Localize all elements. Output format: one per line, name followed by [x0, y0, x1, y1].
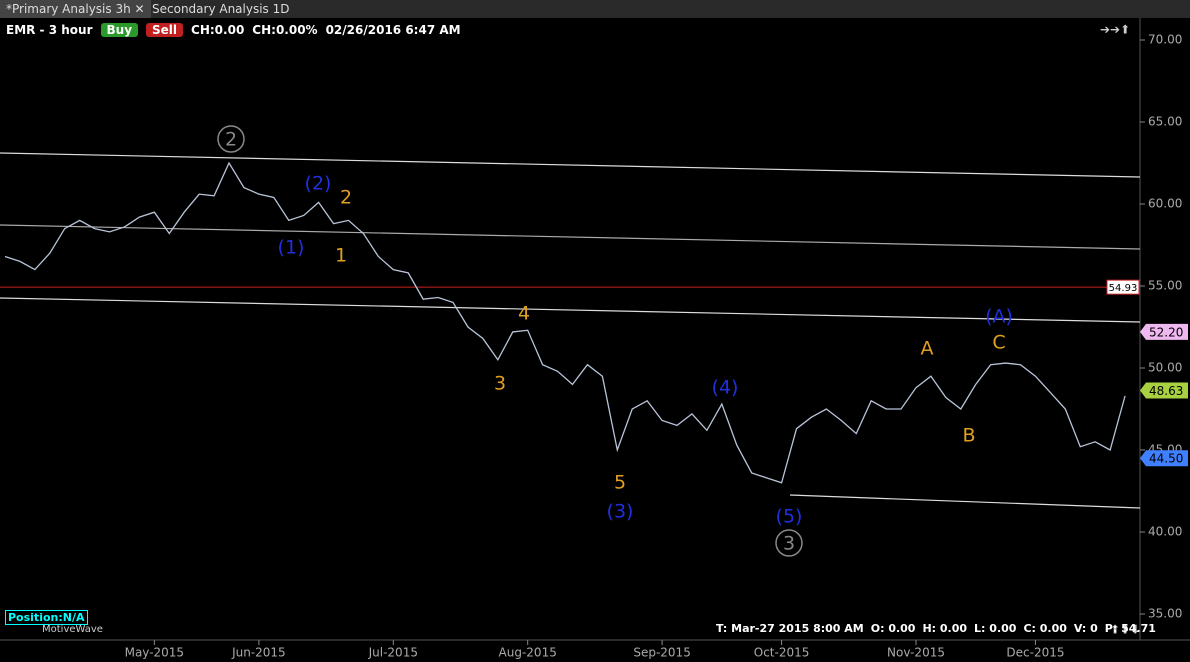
timestamp: 02/26/2016 6:47 AM [325, 23, 461, 37]
wave-label: 2 [225, 129, 237, 151]
wave-label: (4) [712, 377, 739, 399]
trendline [0, 224, 1141, 250]
change-pct: CH:0.00% [252, 23, 318, 37]
x-tick-label: May-2015 [125, 646, 184, 660]
level-tag [1106, 279, 1140, 295]
wave-label: (3) [607, 501, 634, 523]
trendline [789, 494, 1141, 509]
x-tick-label: Sep-2015 [633, 646, 691, 660]
price-tag-label: 48.63 [1149, 384, 1183, 398]
status-field: L: 0.00 [974, 622, 1017, 635]
status-field: T: Mar-27 2015 8:00 AM [716, 622, 864, 635]
status-field: P: 54.71 [1104, 622, 1156, 635]
trendline [0, 297, 1141, 323]
wave-label: 4 [518, 303, 530, 325]
header: EMR - 3 hour Buy Sell CH:0.00 CH:0.00% 0… [6, 23, 461, 37]
nav-arrows[interactable]: ➔➔⬆ [1100, 23, 1130, 37]
status-field: H: 0.00 [922, 622, 968, 635]
x-tick-label: Nov-2015 [887, 646, 945, 660]
wave-label: 3 [783, 533, 795, 555]
level-label: 54.93 [1109, 283, 1138, 294]
status-field: C: 0.00 [1023, 622, 1067, 635]
sell-button[interactable]: Sell [146, 23, 184, 37]
wave-label: 3 [494, 373, 506, 395]
x-tick-label: Jul-2015 [368, 646, 418, 660]
buy-button[interactable]: Buy [100, 23, 139, 37]
status-field: V: 0 [1073, 622, 1098, 635]
x-tick-label: Oct-2015 [754, 646, 810, 660]
chart: ➔➔⬆ ⬆⬆⬇ 35.0040.0045.0050.0055.0060.0065… [0, 18, 1190, 660]
wave-circle [775, 529, 803, 557]
price-tag-label: 44.50 [1149, 452, 1183, 466]
tab[interactable]: *Primary Analysis 3h ✕ [0, 0, 151, 18]
price-tag-label: 52.20 [1149, 325, 1183, 339]
price-line [4, 161, 1126, 484]
y-tick-label: 55.00 [1148, 279, 1182, 293]
brand: MotiveWave [42, 624, 103, 635]
wave-label: (5) [776, 506, 803, 528]
y-tick-label: 70.00 [1148, 33, 1182, 47]
change: CH:0.00 [191, 23, 245, 37]
wave-label: (A) [985, 306, 1013, 328]
status-field: O: 0.00 [870, 622, 916, 635]
y-tick-label: 35.00 [1148, 607, 1182, 621]
status-bar: T: Mar-27 2015 8:00 AM O: 0.00 H: 0.00 L: 0… [716, 622, 1156, 635]
wave-label: B [962, 425, 975, 447]
x-tick-label: Jun-2015 [231, 646, 286, 660]
tab-title: *Primary Analysis 3h [6, 2, 131, 16]
price-tag [1140, 323, 1188, 340]
y-tick-label: 50.00 [1148, 361, 1182, 375]
wave-label: 5 [614, 472, 626, 494]
price-tag [1140, 382, 1188, 399]
symbol: EMR - 3 hour [6, 23, 93, 37]
trendlines [0, 152, 1141, 509]
wave-label: (2) [305, 173, 332, 195]
tab-bar [0, 0, 1190, 18]
position: Position:N/A [5, 610, 88, 625]
wave-label: C [992, 332, 1005, 354]
wave-label: 2 [340, 187, 352, 209]
y-tick-label: 40.00 [1148, 525, 1182, 539]
tab[interactable]: Secondary Analysis 1D [152, 2, 290, 16]
wave-circle [217, 125, 245, 153]
trendline [0, 152, 1141, 178]
wave-label: (1) [278, 237, 305, 259]
y-tick-label: 65.00 [1148, 115, 1182, 129]
nav-arrows[interactable]: ⬆⬆⬇ [1110, 623, 1140, 637]
wave-label: A [921, 338, 934, 360]
y-tick-label: 60.00 [1148, 197, 1182, 211]
x-tick-label: Dec-2015 [1006, 646, 1064, 660]
price-tag [1140, 450, 1188, 467]
wave-label: 1 [335, 245, 347, 267]
x-tick-label: Aug-2015 [499, 646, 557, 660]
